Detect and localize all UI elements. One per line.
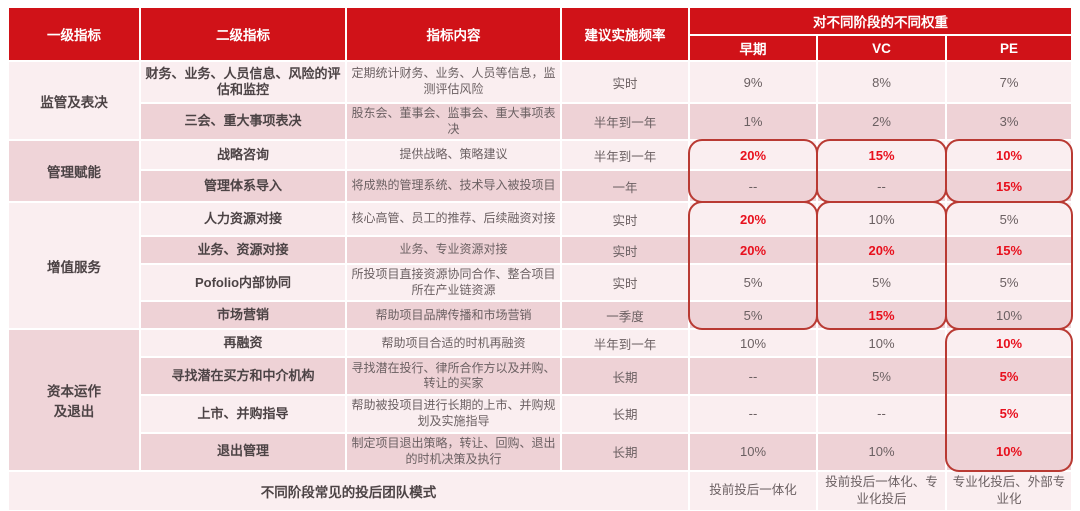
cell-indicator: 寻找潜在买方和中介机构 (141, 358, 345, 395)
cell-weight-pe: 5% (947, 203, 1072, 236)
cell-weight-pe: 10% (947, 141, 1072, 170)
cell-content: 股东会、董事会、监事会、重大事项表决 (347, 104, 560, 140)
group-cell-capital-exit: 资本运作 及退出 (9, 330, 139, 470)
cell-indicator: 上市、并购指导 (141, 396, 345, 432)
cell-weight-early: 10% (690, 433, 816, 470)
cell-weight-pe: 5% (947, 358, 1072, 395)
cell-frequency: 半年到一年 (562, 104, 688, 140)
cell-frequency: 实时 (562, 62, 688, 102)
cell-weight-early: -- (690, 396, 816, 432)
cell-frequency: 长期 (562, 358, 688, 395)
post-investment-weights-table: 一级指标 二级指标 指标内容 建议实施频率 对不同阶段的不同权重 早期 VC P… (7, 6, 1073, 511)
cell-content: 定期统计财务、业务、人员等信息，监测评估风险 (347, 62, 560, 102)
cell-frequency: 一季度 (562, 302, 688, 329)
cell-weight-early: -- (690, 358, 816, 395)
cell-weight-vc: 20% (818, 237, 945, 264)
cell-indicator: 管理体系导入 (141, 171, 345, 202)
cell-frequency: 实时 (562, 265, 688, 301)
cell-weight-pe: 10% (947, 330, 1072, 357)
group-cell-value-add: 增值服务 (9, 203, 139, 329)
cell-weight-pe: 10% (947, 302, 1072, 329)
cell-weight-vc: 10% (818, 203, 945, 236)
cell-weight-pe: 5% (947, 265, 1072, 301)
cell-frequency: 长期 (562, 396, 688, 432)
cell-content: 将成熟的管理系统、技术导入被投项目 (347, 171, 560, 202)
cell-content: 所投项目直接资源协同合作、整合项目所在产业链资源 (347, 265, 560, 301)
cell-weight-vc: 10% (818, 433, 945, 470)
cell-weight-early: 20% (690, 141, 816, 170)
cell-frequency: 长期 (562, 433, 688, 470)
header-frequency: 建议实施频率 (562, 8, 688, 60)
cell-weight-pe: 15% (947, 237, 1072, 264)
header-stage-pe: PE (947, 36, 1072, 60)
cell-frequency: 一年 (562, 171, 688, 202)
cell-weight-early: 10% (690, 330, 816, 357)
cell-indicator: 退出管理 (141, 433, 345, 470)
cell-weight-early: -- (690, 171, 816, 202)
cell-weight-early: 5% (690, 265, 816, 301)
header-stage-vc: VC (818, 36, 945, 60)
cell-indicator: 财务、业务、人员信息、风险的评估和监控 (141, 62, 345, 102)
cell-weight-early: 20% (690, 237, 816, 264)
cell-weight-vc: 2% (818, 104, 945, 140)
header-indicator-content: 指标内容 (347, 8, 560, 60)
cell-indicator: 人力资源对接 (141, 203, 345, 236)
cell-frequency: 实时 (562, 237, 688, 264)
cell-weight-vc: 15% (818, 141, 945, 170)
header-level2-indicator: 二级指标 (141, 8, 345, 60)
cell-weight-pe: 15% (947, 171, 1072, 202)
footer-team-mode-pe: 专业化投后、外部专业化 (947, 471, 1072, 510)
cell-indicator: 再融资 (141, 330, 345, 357)
cell-content: 业务、专业资源对接 (347, 237, 560, 264)
cell-weight-early: 5% (690, 302, 816, 329)
header-weights-group: 对不同阶段的不同权重 (690, 8, 1072, 34)
group-cell-management: 管理赋能 (9, 141, 139, 202)
footer-team-mode-vc: 投前投后一体化、专业化投后 (818, 471, 945, 510)
cell-weight-early: 20% (690, 203, 816, 236)
cell-weight-early: 1% (690, 104, 816, 140)
cell-content: 制定项目退出策略，转让、回购、退出的时机决策及执行 (347, 433, 560, 470)
cell-content: 提供战略、策略建议 (347, 141, 560, 170)
cell-frequency: 半年到一年 (562, 330, 688, 357)
cell-frequency: 实时 (562, 203, 688, 236)
cell-indicator: Pofolio内部协同 (141, 265, 345, 301)
cell-weight-vc: 5% (818, 265, 945, 301)
cell-weight-pe: 5% (947, 396, 1072, 432)
cell-indicator: 三会、重大事项表决 (141, 104, 345, 140)
cell-content: 核心高管、员工的推荐、后续融资对接 (347, 203, 560, 236)
cell-content: 帮助项目合适的时机再融资 (347, 330, 560, 357)
cell-indicator: 战略咨询 (141, 141, 345, 170)
cell-weight-vc: 10% (818, 330, 945, 357)
cell-weight-vc: -- (818, 171, 945, 202)
cell-weight-vc: -- (818, 396, 945, 432)
footer-team-mode-label: 不同阶段常见的投后团队模式 (9, 471, 688, 510)
cell-content: 帮助被投项目进行长期的上市、并购规划及实施指导 (347, 396, 560, 432)
cell-weight-early: 9% (690, 62, 816, 102)
cell-weight-vc: 8% (818, 62, 945, 102)
cell-weight-pe: 10% (947, 433, 1072, 470)
header-stage-early: 早期 (690, 36, 816, 60)
cell-weight-pe: 7% (947, 62, 1072, 102)
cell-frequency: 半年到一年 (562, 141, 688, 170)
group-cell-supervision: 监管及表决 (9, 62, 139, 140)
cell-weight-pe: 3% (947, 104, 1072, 140)
footer-team-mode-early: 投前投后一体化 (690, 471, 816, 510)
cell-content: 帮助项目品牌传播和市场营销 (347, 302, 560, 329)
header-level1-indicator: 一级指标 (9, 8, 139, 60)
cell-content: 寻找潜在投行、律所合作方以及并购、转让的买家 (347, 358, 560, 395)
cell-indicator: 市场营销 (141, 302, 345, 329)
cell-indicator: 业务、资源对接 (141, 237, 345, 264)
cell-weight-vc: 5% (818, 358, 945, 395)
cell-weight-vc: 15% (818, 302, 945, 329)
